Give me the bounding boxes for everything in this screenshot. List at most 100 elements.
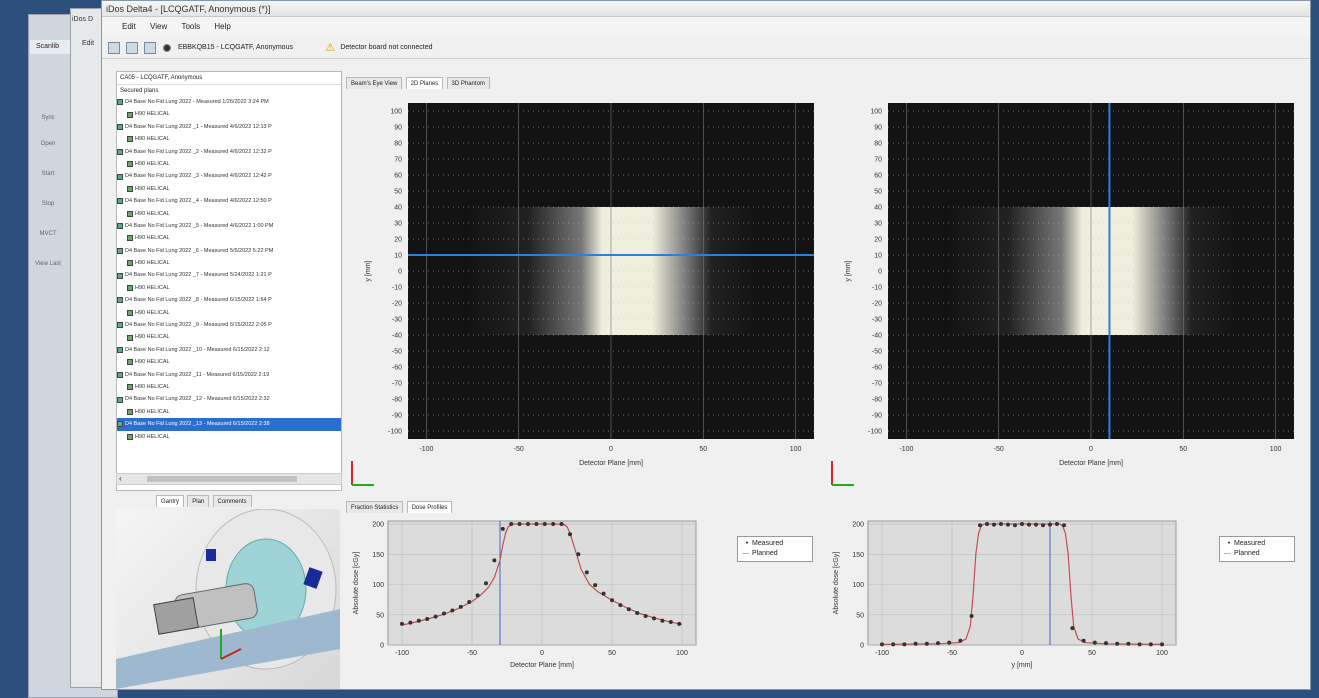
- measured-point: [1006, 522, 1010, 527]
- tab-dose-profiles[interactable]: Dose Profiles: [406, 501, 453, 513]
- tab-plan[interactable]: Plan: [187, 495, 210, 507]
- tree-row-beam[interactable]: H90 HELICAL: [117, 232, 341, 244]
- beam-checkbox[interactable]: [127, 408, 133, 415]
- detector-plane-left[interactable]: 1009080706050403020100-10-20-30-40-50-60…: [346, 93, 826, 493]
- plan-checkbox[interactable]: [117, 198, 123, 205]
- y-tick-label: 200: [372, 522, 384, 529]
- beam-checkbox[interactable]: [127, 285, 133, 292]
- tree-row-plan[interactable]: D4 Base No Fid Lung 2022 _8 - Measured 6…: [117, 294, 341, 306]
- save-icon[interactable]: [144, 42, 157, 54]
- bg-view-last-button[interactable]: View Last: [35, 261, 61, 267]
- beam-checkbox[interactable]: [127, 235, 133, 242]
- bg-open-button[interactable]: Open: [40, 141, 56, 147]
- plan-checkbox[interactable]: [117, 396, 123, 403]
- measured-point: [526, 522, 530, 527]
- tree-row-plan[interactable]: D4 Base No Fid Lung 2022 _11 - Measured …: [117, 369, 341, 381]
- y-tick-label: -30: [392, 317, 402, 324]
- tree-row-plan[interactable]: D4 Base No Fid Lung 2022 _7 - Measured 5…: [117, 269, 341, 281]
- beam-checkbox[interactable]: [127, 185, 133, 192]
- y-tick-label: 0: [380, 643, 384, 650]
- beam-checkbox[interactable]: [127, 260, 133, 267]
- tab-comments[interactable]: Comments: [212, 495, 252, 507]
- tree-row-plan[interactable]: D4 Base No Fid Lung 2022 _1 - Measured 4…: [117, 121, 341, 133]
- menu-tools[interactable]: Tools: [181, 22, 201, 31]
- gantry-3d-view[interactable]: [116, 509, 340, 689]
- scroll-left-arrow[interactable]: ‹: [119, 474, 122, 483]
- plan-checkbox[interactable]: [117, 421, 123, 428]
- menu-edit[interactable]: Edit: [122, 22, 136, 31]
- beam-checkbox[interactable]: [127, 334, 133, 341]
- plan-checkbox[interactable]: [117, 223, 123, 230]
- tree-row-plan[interactable]: D4 Base No Fid Lung 2022 _10 - Measured …: [117, 344, 341, 356]
- x-tick-label: 0: [609, 446, 613, 453]
- beam-checkbox[interactable]: [127, 161, 133, 168]
- tree-row-beam[interactable]: H90 HELICAL: [117, 331, 341, 343]
- tree-row-beam[interactable]: H90 HELICAL: [117, 158, 341, 170]
- beam-checkbox[interactable]: [127, 433, 133, 440]
- bg-start-button[interactable]: Start: [41, 171, 55, 177]
- scroll-thumb[interactable]: [147, 476, 297, 482]
- tree-row-beam[interactable]: H90 HELICAL: [117, 257, 341, 269]
- tree-row-beam[interactable]: H90 HELICAL: [117, 108, 341, 120]
- beam-checkbox[interactable]: [127, 210, 133, 217]
- menu-view[interactable]: View: [150, 22, 168, 31]
- bg-mvct-button[interactable]: MVCT: [39, 231, 57, 237]
- plan-checkbox[interactable]: [117, 173, 123, 180]
- tree-row-beam[interactable]: H90 HELICAL: [117, 183, 341, 195]
- legend-left: • Measured — Planned: [737, 536, 813, 562]
- tree-row-plan[interactable]: D4 Base No Fid Lung 2022 _12 - Measured …: [117, 393, 341, 405]
- tree-row-beam[interactable]: H90 HELICAL: [117, 282, 341, 294]
- plan-label: D4 Base No Fid Lung 2022 _6 - Measured 5…: [125, 247, 274, 254]
- tree-row-plan[interactable]: D4 Base No Fid Lung 2022 _9 - Measured 6…: [117, 319, 341, 331]
- tab-3d-phantom[interactable]: 3D Phantom: [446, 77, 490, 89]
- tree-row-beam[interactable]: H90 HELICAL: [117, 381, 341, 393]
- beam-checkbox[interactable]: [127, 136, 133, 143]
- patient-icon[interactable]: [162, 44, 171, 52]
- new-icon[interactable]: [108, 42, 120, 54]
- tree-row-beam[interactable]: H90 HELICAL: [117, 431, 341, 443]
- dose-profile-left[interactable]: 0 50 100 150 200 -100 -50 0 50 100 Detector Plane …: [346, 513, 736, 678]
- plan-checkbox[interactable]: [117, 322, 123, 329]
- measured-point: [416, 618, 421, 623]
- tab-gantry[interactable]: Gantry: [156, 495, 185, 507]
- open-icon[interactable]: [126, 42, 139, 54]
- tree-row-plan[interactable]: D4 Base No Fid Lung 2022 _6 - Measured 5…: [117, 245, 341, 257]
- plan-checkbox[interactable]: [117, 99, 123, 106]
- plan-checkbox[interactable]: [117, 347, 123, 353]
- beam-checkbox[interactable]: [127, 384, 133, 391]
- measured-point: [1070, 626, 1075, 631]
- tree-group[interactable]: Secured plans: [120, 88, 159, 94]
- bg-stop-button[interactable]: Stop: [41, 201, 55, 207]
- background-edit-tab[interactable]: Edit: [82, 40, 95, 47]
- tree-row-plan[interactable]: D4 Base No Fid Lung 2022 _13 - Measured …: [117, 418, 341, 431]
- plan-checkbox[interactable]: [117, 272, 123, 279]
- plan-label: D4 Base No Fid Lung 2022 _8 - Measured 6…: [125, 297, 272, 304]
- dose-profile-right[interactable]: 0 50 100 150 200 -100 -50 0 50 100 y [mm] Absolute …: [826, 513, 1216, 678]
- beam-checkbox[interactable]: [127, 111, 133, 118]
- beam-checkbox[interactable]: [127, 359, 133, 366]
- tree-row-beam[interactable]: H90 HELICAL: [117, 307, 341, 319]
- beam-checkbox[interactable]: [127, 309, 133, 316]
- tab-fraction-statistics[interactable]: Fraction Statistics: [346, 501, 404, 513]
- tab-beams-eye-view[interactable]: Beam's Eye View: [346, 77, 403, 89]
- plan-checkbox[interactable]: [117, 297, 123, 304]
- tree-row-beam[interactable]: H90 HELICAL: [117, 133, 341, 145]
- plan-checkbox[interactable]: [117, 247, 123, 254]
- tree-row-plan[interactable]: D4 Base No Fid Lung 2022 - Measured 1/26…: [117, 96, 341, 108]
- tree-row-beam[interactable]: H90 HELICAL: [117, 356, 341, 368]
- plan-checkbox[interactable]: [117, 148, 123, 155]
- tree-row-plan[interactable]: D4 Base No Fid Lung 2022 _2 - Measured 4…: [117, 146, 341, 158]
- x-axis-label: Detector Plane [mm]: [579, 460, 643, 467]
- tree-row-plan[interactable]: D4 Base No Fid Lung 2022 _4 - Measured 4…: [117, 195, 341, 207]
- detector-plane-right[interactable]: 1009080706050403020100-10-20-30-40-50-60…: [826, 93, 1306, 493]
- plan-checkbox[interactable]: [117, 371, 123, 378]
- bg-sync-button[interactable]: Sync: [41, 115, 55, 121]
- tree-row-plan[interactable]: D4 Base No Fid Lung 2022 _5 - Measured 4…: [117, 220, 341, 232]
- tree-row-beam[interactable]: H90 HELICAL: [117, 406, 341, 418]
- tab-2d-planes[interactable]: 2D Planes: [405, 77, 444, 89]
- tree-row-plan[interactable]: D4 Base No Fid Lung 2022 _3 - Measured 4…: [117, 170, 341, 182]
- tree-scrollbar[interactable]: ‹: [116, 473, 342, 485]
- plan-checkbox[interactable]: [117, 123, 123, 130]
- menu-help[interactable]: Help: [214, 22, 231, 31]
- tree-row-beam[interactable]: H90 HELICAL: [117, 208, 341, 220]
